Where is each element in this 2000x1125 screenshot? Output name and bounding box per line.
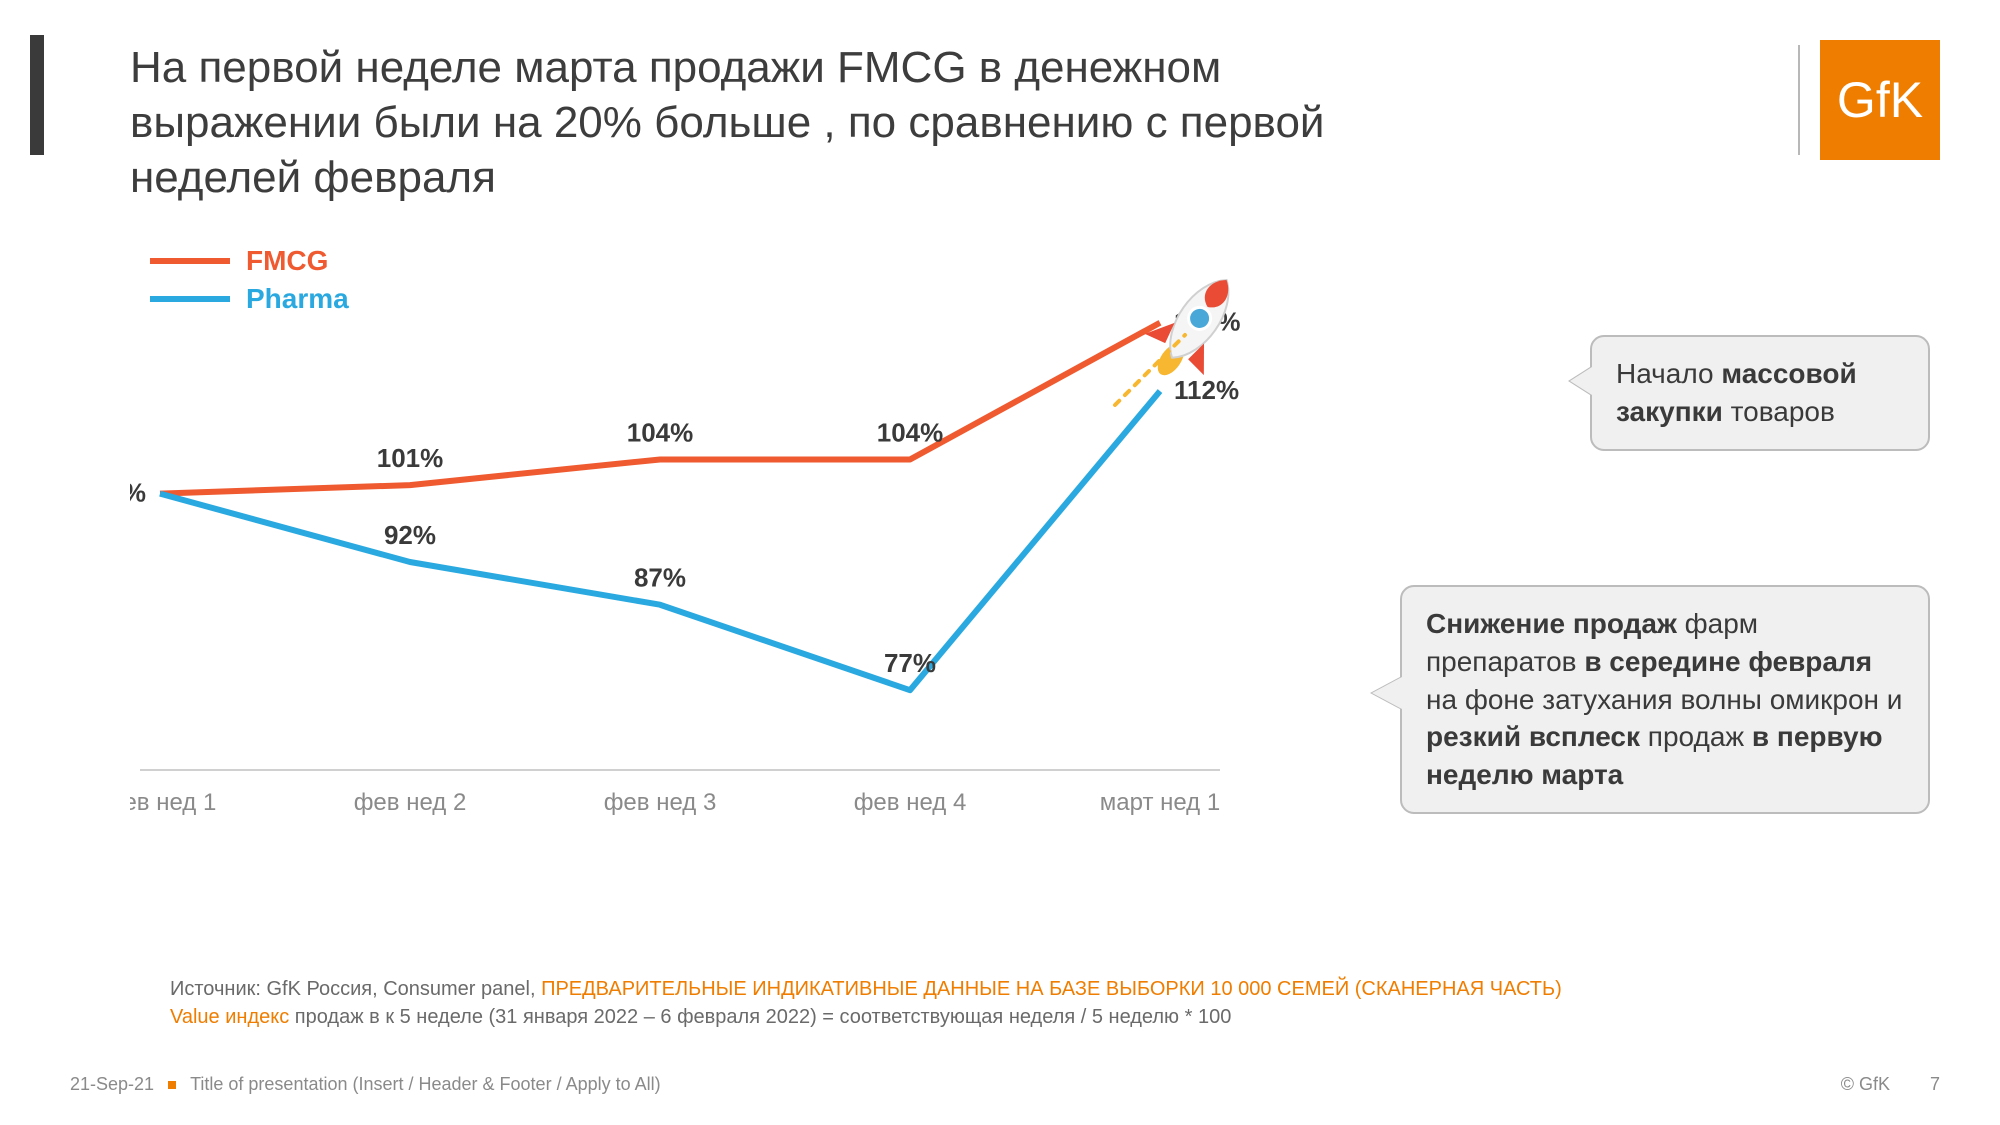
svg-text:фев нед 3: фев нед 3 [604, 789, 717, 816]
svg-text:77%: 77% [884, 648, 936, 678]
svg-text:март нед 1: март нед 1 [1100, 789, 1220, 816]
logo-divider [1798, 45, 1800, 155]
svg-text:фев нед 1: фев нед 1 [130, 789, 216, 816]
svg-text:фев нед 4: фев нед 4 [854, 789, 967, 816]
footer-copyright: © GfK [1841, 1074, 1890, 1095]
footer-date: 21-Sep-21 [70, 1074, 154, 1095]
svg-text:101%: 101% [377, 443, 444, 473]
footer-separator-icon [168, 1081, 176, 1089]
svg-text:фев нед 2: фев нед 2 [354, 789, 467, 816]
page-title: На первой неделе марта продажи FMCG в де… [130, 40, 1380, 205]
footer-title: Title of presentation (Insert / Header &… [190, 1074, 661, 1095]
gfk-logo: GfK [1820, 40, 1940, 160]
accent-bar [30, 35, 44, 155]
svg-text:100%: 100% [130, 478, 146, 508]
callout-pharma-dip: Снижение продаж фарм препаратов в середи… [1400, 585, 1930, 814]
footer-page-number: 7 [1930, 1074, 1940, 1095]
source-note: Источник: GfK Россия, Consumer panel, ПР… [170, 975, 1562, 1031]
svg-text:104%: 104% [877, 417, 944, 447]
callout-mass-buying: Начало массовой закупки товаров [1590, 335, 1930, 451]
footer: 21-Sep-21 Title of presentation (Insert … [70, 1074, 1940, 1095]
svg-text:87%: 87% [634, 563, 686, 593]
svg-text:104%: 104% [627, 417, 694, 447]
svg-text:92%: 92% [384, 520, 436, 550]
rocket-icon [1095, 225, 1295, 425]
